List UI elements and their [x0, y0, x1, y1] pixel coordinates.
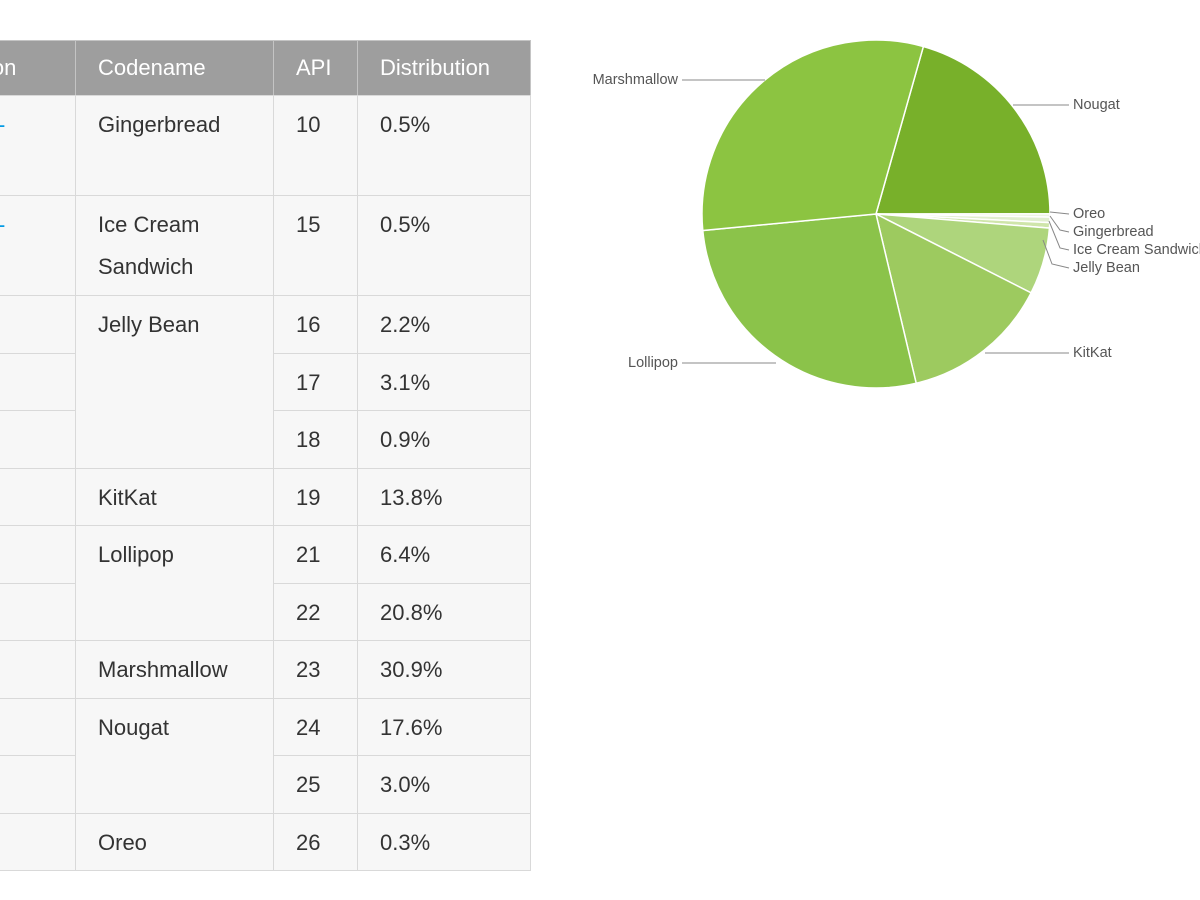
distribution-cell: 2.2%: [357, 295, 531, 354]
leader-line: [1049, 211, 1070, 215]
pie-slice: [875, 45, 1051, 215]
distribution-cell: 3.1%: [357, 352, 531, 411]
distribution-value: 3.1%: [380, 369, 431, 395]
slice-label: Nougat: [1073, 97, 1120, 113]
header-cell: API: [273, 40, 358, 96]
api-cell: 18: [273, 410, 358, 469]
codename: Nougat: [98, 714, 169, 740]
distribution-value: 20.8%: [380, 599, 443, 625]
codename: Lollipop: [98, 542, 174, 567]
version-link[interactable]: 4.0.3 -: [0, 204, 75, 246]
version-cell: 4.1.x: [0, 295, 76, 354]
api-level: 18: [296, 427, 321, 452]
header-cell: Distribution: [357, 40, 531, 96]
api-cell: 16: [273, 295, 358, 354]
slice-label: Gingerbread: [1073, 224, 1154, 240]
api-level: 16: [296, 312, 321, 337]
slice-label: Oreo: [1073, 206, 1105, 222]
codename: KitKat: [98, 484, 157, 510]
distribution-cell: 3.0%: [357, 755, 531, 814]
leader-line: [1049, 215, 1070, 233]
codename-cell: Marshmallow: [75, 640, 274, 699]
distribution-cell: 6.4%: [357, 525, 531, 584]
api-level: 19: [296, 484, 321, 510]
api-level: 10: [296, 112, 321, 137]
distribution-value: 3.0%: [380, 772, 431, 797]
pie-slice: [874, 212, 1033, 385]
column-header: Codename: [98, 55, 206, 80]
api-cell: 10: [273, 95, 358, 196]
distribution-cell: 20.8%: [357, 582, 531, 641]
distribution-cell: 0.5%: [357, 95, 531, 196]
version-cell: 2.3.3 -2.3.7: [0, 95, 76, 196]
slice-label: Ice Cream Sandwich: [1073, 242, 1200, 258]
api-level: 26: [296, 829, 321, 855]
api-level: 17: [296, 369, 321, 395]
version-cell: 4.2.x: [0, 352, 76, 411]
version-link[interactable]: 2.3.3 -: [0, 104, 75, 146]
codename: Jelly Bean: [98, 312, 200, 337]
distribution-value: 0.3%: [380, 829, 431, 855]
header-cell: Version: [0, 40, 76, 96]
slice-label: Lollipop: [628, 355, 678, 371]
slice-label: Jelly Bean: [1073, 260, 1140, 276]
version-cell: 6.0: [0, 640, 76, 699]
api-level: 15: [296, 212, 321, 237]
api-level: 25: [296, 772, 321, 797]
leader-line: [1048, 220, 1070, 251]
distribution-cell: 0.3%: [357, 812, 531, 871]
leader-line: [1042, 239, 1070, 269]
codename-cell: Jelly Bean: [75, 295, 274, 469]
codename-cell: Nougat: [75, 697, 274, 814]
slice-label: KitKat: [1073, 345, 1112, 361]
column-header: Distribution: [380, 55, 491, 80]
api-cell: 15: [273, 195, 358, 296]
distribution-value: 0.5%: [380, 112, 431, 137]
codename-cell: Oreo: [75, 812, 274, 871]
column-header: API: [296, 55, 332, 80]
distribution-cell: 0.9%: [357, 410, 531, 469]
codename: Marshmallow: [98, 657, 228, 682]
codename: Oreo: [98, 829, 147, 855]
api-level: 22: [296, 599, 321, 625]
distribution-cell: 17.6%: [357, 697, 531, 756]
codename: Ice Cream Sandwich: [98, 212, 200, 279]
distribution-value: 30.9%: [380, 657, 443, 682]
column-header: Version: [0, 55, 17, 80]
codename-cell: Lollipop: [75, 525, 274, 641]
api-level: 23: [296, 657, 321, 682]
distribution-value: 0.9%: [380, 427, 431, 452]
version-cell: 8.0: [0, 812, 76, 871]
codename: Gingerbread: [98, 112, 221, 137]
distribution-value: 0.5%: [380, 212, 431, 237]
distribution-value: 17.6%: [380, 714, 443, 740]
api-cell: 21: [273, 525, 358, 584]
header-cell: Codename: [75, 40, 274, 96]
version-cell: 4.0.3 -4.0.4: [0, 195, 76, 296]
pie-slice: [701, 213, 918, 389]
distribution-cell: 0.5%: [357, 195, 531, 296]
api-level: 24: [296, 714, 321, 740]
version-cell: 4.3: [0, 410, 76, 469]
slice-label: Marshmallow: [593, 72, 679, 88]
distribution-value: 6.4%: [380, 542, 431, 567]
distribution-value: 13.8%: [380, 484, 443, 510]
distribution-cell: 13.8%: [357, 467, 531, 526]
api-level: 21: [296, 542, 321, 567]
api-cell: 23: [273, 640, 358, 699]
distribution-value: 2.2%: [380, 312, 431, 337]
